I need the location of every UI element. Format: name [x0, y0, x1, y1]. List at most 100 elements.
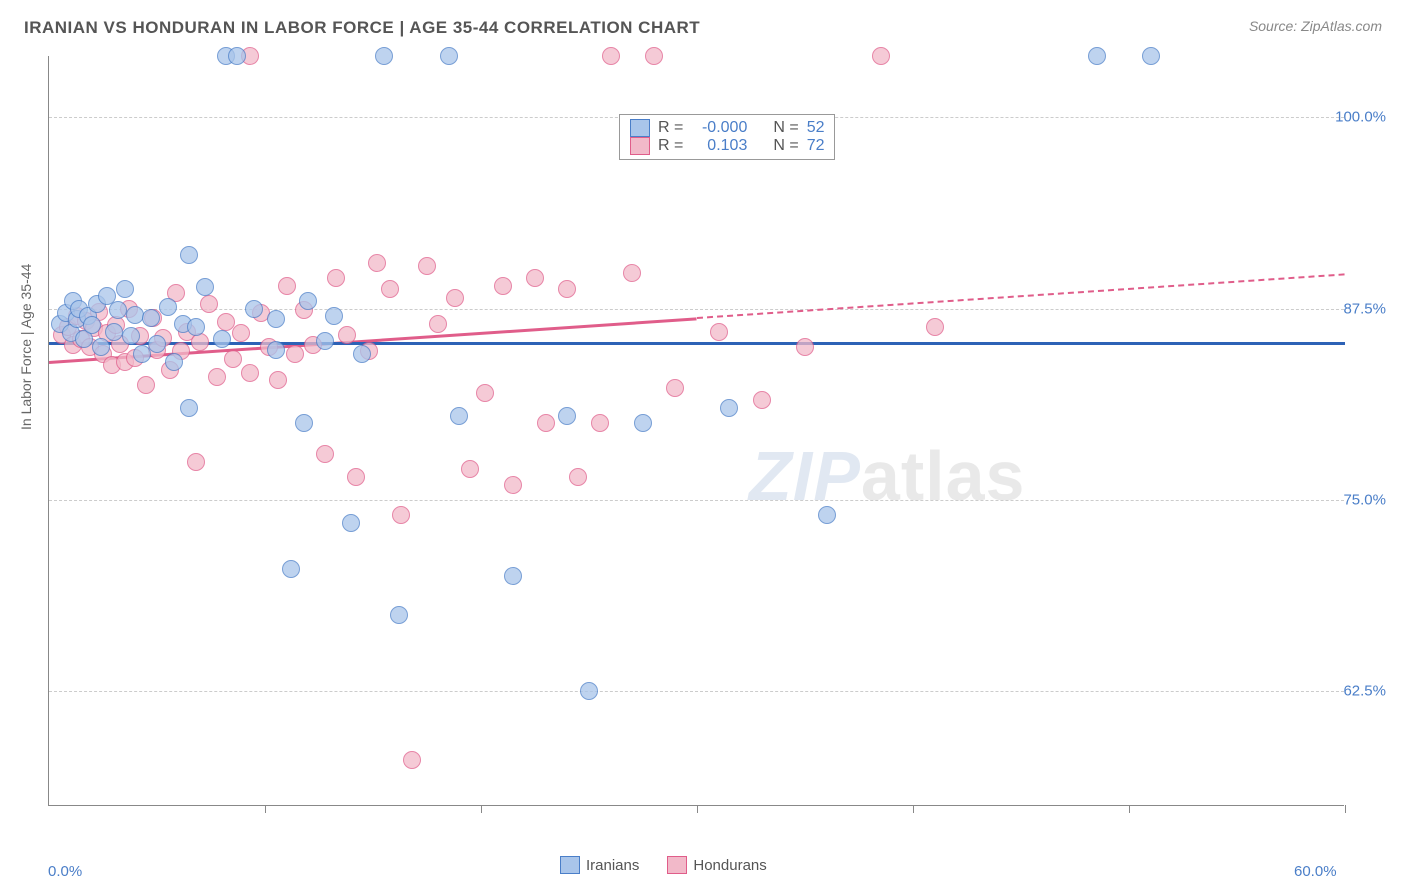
gridline — [49, 500, 1344, 501]
point-iranians — [142, 309, 160, 327]
point-hondurans — [504, 476, 522, 494]
point-iranians — [1088, 47, 1106, 65]
legend-n-label: N = — [773, 119, 798, 137]
point-iranians — [267, 341, 285, 359]
point-hondurans — [392, 506, 410, 524]
point-hondurans — [368, 254, 386, 272]
point-hondurans — [381, 280, 399, 298]
point-hondurans — [476, 384, 494, 402]
x-tick-label: 0.0% — [48, 863, 82, 880]
point-hondurans — [796, 338, 814, 356]
point-hondurans — [666, 379, 684, 397]
point-iranians — [282, 560, 300, 578]
y-axis-label: In Labor Force | Age 35-44 — [18, 264, 34, 430]
point-iranians — [122, 327, 140, 345]
legend-swatch — [667, 856, 687, 874]
point-iranians — [390, 606, 408, 624]
point-iranians — [558, 407, 576, 425]
point-iranians — [295, 414, 313, 432]
point-iranians — [187, 318, 205, 336]
x-tick — [1345, 805, 1346, 813]
point-hondurans — [569, 468, 587, 486]
x-tick — [1129, 805, 1130, 813]
point-hondurans — [403, 751, 421, 769]
trend-line — [49, 342, 1345, 345]
point-iranians — [353, 345, 371, 363]
watermark-atlas: atlas — [861, 437, 1026, 515]
point-iranians — [165, 353, 183, 371]
legend-item: Hondurans — [667, 856, 766, 874]
point-iranians — [267, 310, 285, 328]
y-tick-label: 62.5% — [1343, 683, 1386, 700]
point-iranians — [299, 292, 317, 310]
point-hondurans — [208, 368, 226, 386]
legend-swatch — [630, 137, 650, 155]
point-iranians — [504, 567, 522, 585]
legend-n-value: 72 — [807, 137, 825, 155]
point-hondurans — [347, 468, 365, 486]
point-hondurans — [753, 391, 771, 409]
point-iranians — [148, 335, 166, 353]
legend-n-value: 52 — [807, 119, 825, 137]
legend-r-value: 0.103 — [691, 137, 747, 155]
point-iranians — [228, 47, 246, 65]
legend-r-value: -0.000 — [691, 119, 747, 137]
point-hondurans — [232, 324, 250, 342]
point-hondurans — [278, 277, 296, 295]
legend-n-label: N = — [773, 137, 798, 155]
gridline — [49, 691, 1344, 692]
point-iranians — [105, 323, 123, 341]
gridline — [49, 309, 1344, 310]
point-hondurans — [418, 257, 436, 275]
y-tick-label: 75.0% — [1343, 491, 1386, 508]
legend-item: Iranians — [560, 856, 639, 874]
legend-r-label: R = — [658, 119, 683, 137]
trend-line — [697, 273, 1345, 319]
point-iranians — [109, 301, 127, 319]
point-hondurans — [316, 445, 334, 463]
point-hondurans — [645, 47, 663, 65]
series-legend: Iranians Hondurans — [560, 856, 767, 874]
point-iranians — [180, 399, 198, 417]
legend-r-label: R = — [658, 137, 683, 155]
point-hondurans — [926, 318, 944, 336]
point-hondurans — [558, 280, 576, 298]
chart-area: ZIPatlas R = -0.000 N = 52 R = 0.103 N = 72 — [48, 56, 1344, 806]
point-iranians — [720, 399, 738, 417]
point-hondurans — [710, 323, 728, 341]
point-iranians — [213, 330, 231, 348]
point-hondurans — [269, 371, 287, 389]
point-hondurans — [191, 333, 209, 351]
point-hondurans — [446, 289, 464, 307]
point-iranians — [440, 47, 458, 65]
chart-title: IRANIAN VS HONDURAN IN LABOR FORCE | AGE… — [24, 18, 700, 38]
point-iranians — [580, 682, 598, 700]
legend-label: Iranians — [586, 857, 639, 874]
x-tick-label: 60.0% — [1294, 863, 1337, 880]
point-hondurans — [872, 47, 890, 65]
point-iranians — [196, 278, 214, 296]
point-hondurans — [526, 269, 544, 287]
point-iranians — [316, 332, 334, 350]
legend-label: Hondurans — [693, 857, 766, 874]
legend-row: R = -0.000 N = 52 — [630, 119, 824, 137]
point-iranians — [325, 307, 343, 325]
x-tick — [265, 805, 266, 813]
point-iranians — [159, 298, 177, 316]
x-tick — [913, 805, 914, 813]
x-tick — [697, 805, 698, 813]
point-hondurans — [429, 315, 447, 333]
point-hondurans — [187, 453, 205, 471]
point-iranians — [375, 47, 393, 65]
source-label: Source: ZipAtlas.com — [1249, 18, 1382, 34]
point-hondurans — [224, 350, 242, 368]
y-tick-label: 87.5% — [1343, 300, 1386, 317]
y-tick-label: 100.0% — [1335, 109, 1386, 126]
point-iranians — [245, 300, 263, 318]
watermark: ZIPatlas — [749, 436, 1025, 516]
point-iranians — [180, 246, 198, 264]
point-iranians — [1142, 47, 1160, 65]
point-hondurans — [602, 47, 620, 65]
point-hondurans — [286, 345, 304, 363]
correlation-legend: R = -0.000 N = 52 R = 0.103 N = 72 — [619, 114, 835, 160]
